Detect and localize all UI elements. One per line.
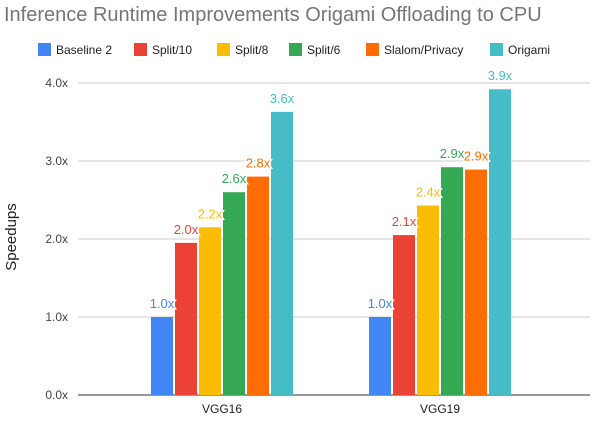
bar	[489, 89, 511, 396]
legend-swatch	[366, 43, 379, 56]
x-category-label: VGG19	[420, 402, 460, 416]
bar	[223, 192, 245, 395]
bar	[199, 227, 221, 395]
legend-label: Origami	[508, 43, 550, 57]
data-label: 2.0x	[174, 222, 199, 237]
y-axis-ticks: 0.0x 1.0x 2.0x 3.0x 4.0x	[45, 76, 68, 402]
bar	[271, 111, 293, 396]
data-label: 1.0x	[150, 296, 175, 311]
legend-item: Split/10	[134, 43, 192, 57]
y-tick-label: 3.0x	[45, 154, 68, 168]
legend-item: Split/8	[217, 43, 269, 57]
legend-item: Split/6	[289, 43, 341, 57]
x-axis-categories: VGG16 VGG19	[202, 402, 460, 416]
bar	[369, 317, 391, 395]
legend-swatch	[38, 43, 51, 56]
legend-label: Split/8	[235, 43, 269, 57]
legend-label: Split/10	[152, 43, 192, 57]
legend-item: Origami	[490, 43, 550, 57]
legend-label: Slalom/Privacy	[384, 43, 463, 57]
legend-swatch	[490, 43, 503, 56]
data-label: 3.6x	[270, 91, 295, 106]
y-tick-label: 0.0x	[45, 388, 68, 402]
data-label: 3.9x	[488, 68, 513, 83]
legend-swatch	[134, 43, 147, 56]
legend-item: Slalom/Privacy	[366, 43, 463, 57]
bar	[151, 317, 173, 395]
y-tick-label: 1.0x	[45, 310, 68, 324]
bar	[247, 176, 269, 395]
chart-title: Inference Runtime Improvements Origami O…	[4, 4, 542, 26]
y-tick-label: 4.0x	[45, 76, 68, 90]
data-label: 2.2x	[198, 206, 223, 221]
legend-swatch	[217, 43, 230, 56]
legend-label: Baseline 2	[56, 43, 112, 57]
data-label: 1.0x	[368, 296, 393, 311]
bar	[417, 205, 439, 395]
data-label: 2.6x	[222, 171, 247, 186]
bar	[465, 169, 487, 395]
bars	[151, 89, 511, 396]
y-tick-label: 2.0x	[45, 232, 68, 246]
data-labels: 1.0x 2.0x2.2x 2.6x2.8x 3.6x 1.0x 2.1x 2.4x 2.9x…	[148, 67, 514, 313]
bar	[393, 235, 415, 395]
data-label: 2.9x	[464, 149, 489, 164]
x-category-label: VGG16	[202, 402, 242, 416]
legend: Baseline 2 Split/10 Split/8 Split/6 Slalom/P…	[38, 43, 550, 57]
data-label: 2.8x	[246, 156, 271, 171]
data-label: 2.9x	[440, 146, 465, 161]
legend-swatch	[289, 43, 302, 56]
bar	[441, 167, 463, 395]
y-axis-title: Speedups	[3, 203, 20, 271]
data-label: 2.4x	[416, 184, 441, 199]
legend-item: Baseline 2	[38, 43, 112, 57]
data-label: 2.1x	[392, 214, 417, 229]
bar	[175, 242, 197, 395]
legend-label: Split/6	[307, 43, 341, 57]
